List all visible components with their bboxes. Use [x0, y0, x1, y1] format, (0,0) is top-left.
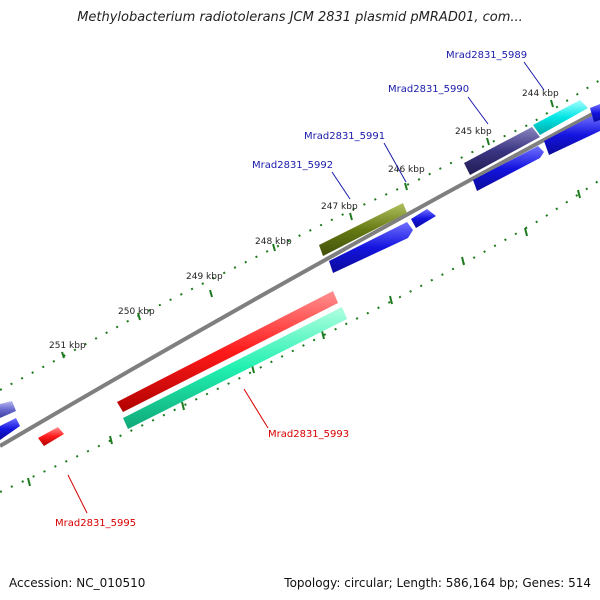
gene-block-green[interactable]	[123, 307, 347, 429]
tick-track-outer	[0, 79, 600, 391]
gene-label-5989[interactable]: Mrad2831_5989	[446, 50, 527, 61]
gene-block-blue-1[interactable]	[473, 146, 544, 191]
tick-label: 244 kbp	[522, 89, 559, 99]
gene-block-blue-3[interactable]	[590, 104, 600, 122]
tick-track-inner	[0, 179, 600, 493]
gene-label-5991[interactable]: Mrad2831_5991	[304, 131, 385, 142]
tick-label: 251 kbp	[49, 341, 86, 351]
gene-label-5993[interactable]: Mrad2831_5993	[268, 429, 349, 440]
gene-label-5990[interactable]: Mrad2831_5990	[388, 84, 469, 95]
map-title: Methylobacterium radiotolerans JCM 2831 …	[77, 10, 523, 25]
gene-mrad2831-5991[interactable]	[329, 222, 413, 273]
backbone-arc	[0, 108, 600, 448]
gene-mrad2831-5995[interactable]	[38, 427, 64, 446]
gene-mrad2831-5990[interactable]	[464, 127, 540, 175]
gene-block-blue-left[interactable]	[0, 418, 20, 440]
tick-label: 247 kbp	[321, 202, 358, 212]
gene-label-5995[interactable]: Mrad2831_5995	[55, 518, 136, 529]
gene-mrad2831-5992[interactable]	[319, 203, 407, 256]
tick-label: 246 kbp	[388, 165, 425, 175]
gene-mrad2831-5993[interactable]	[117, 291, 338, 412]
gene-block-blue-2[interactable]	[544, 115, 600, 155]
gene-label-5992[interactable]: Mrad2831_5992	[252, 160, 333, 171]
tick-label: 248 kbp	[255, 237, 292, 247]
accession-label: Accession: NC_010510	[9, 576, 146, 590]
tick-label: 249 kbp	[186, 272, 223, 282]
tick-label: 245 kbp	[455, 127, 492, 137]
tick-label: 250 kbp	[118, 307, 155, 317]
gene-mrad2831-5989[interactable]	[533, 100, 588, 135]
topology-label: Topology: circular; Length: 586,164 bp; …	[284, 576, 591, 590]
gene-block-blue-4[interactable]	[411, 209, 436, 228]
gene-label-leaders	[67, 61, 545, 514]
gene-block-lavender-left[interactable]	[0, 401, 16, 418]
